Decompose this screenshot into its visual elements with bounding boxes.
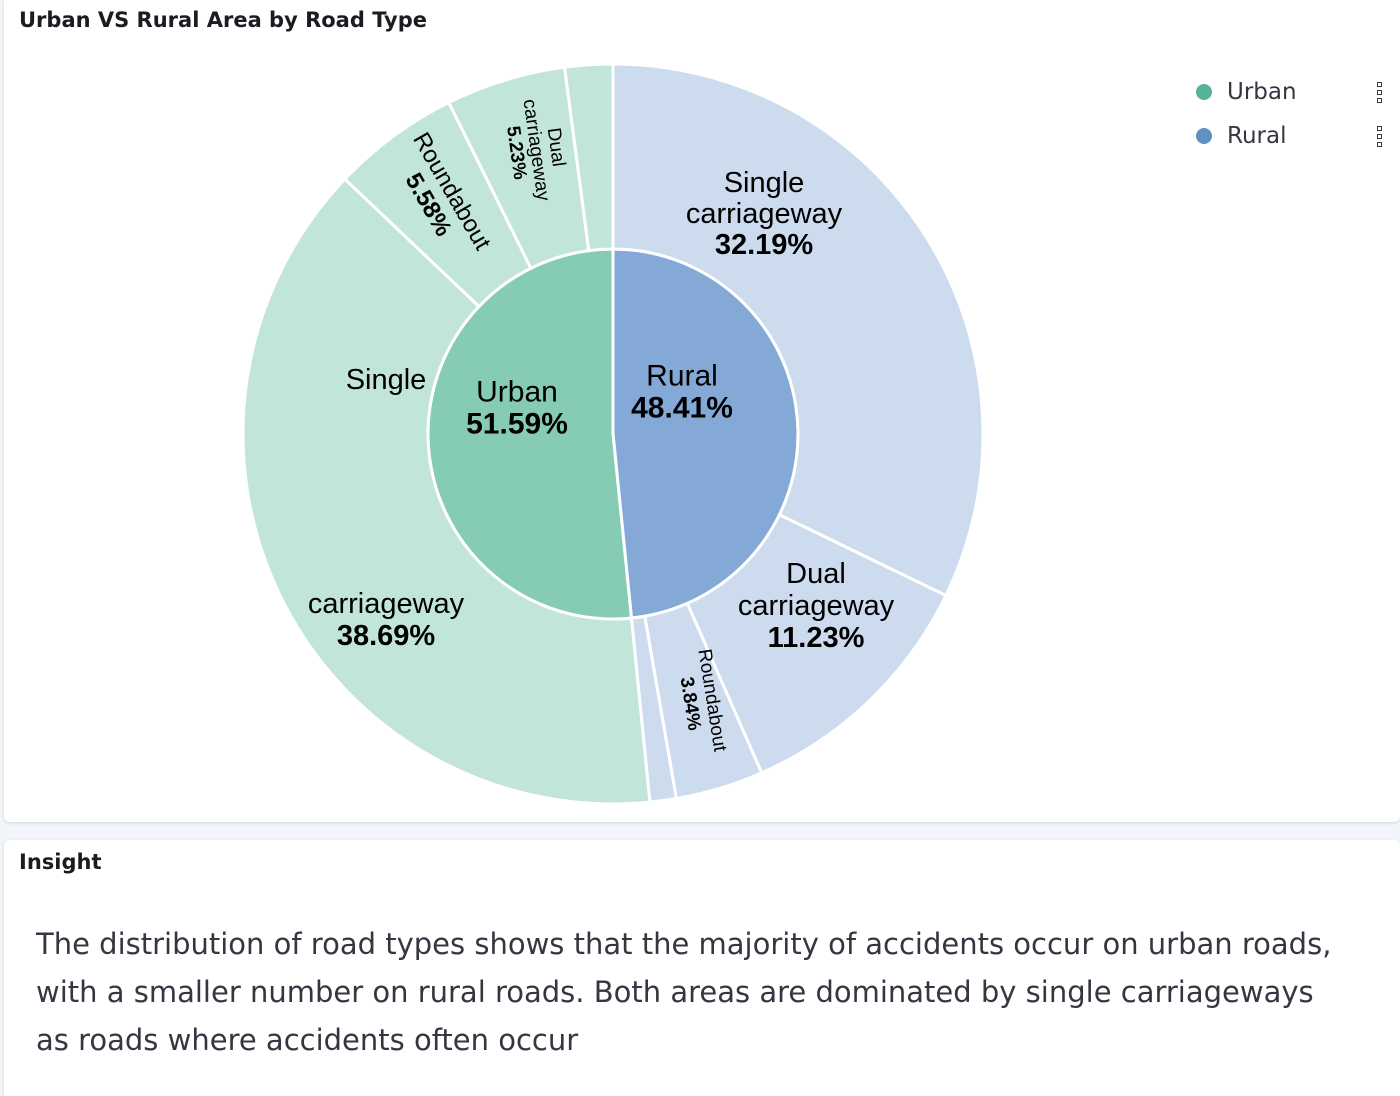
insight-text: The distribution of road types shows tha…	[36, 927, 1332, 1057]
insight-title: Insight	[19, 850, 102, 874]
slice-name: Dual	[786, 558, 846, 590]
slice-name: carriageway	[308, 588, 465, 620]
slice-percent: 32.19%	[715, 229, 814, 261]
chart-panel: Urban VS Rural Area by Road Type Rural 48…	[4, 0, 1400, 822]
legend-label: Urban	[1227, 79, 1297, 105]
outer-slice-urban-7[interactable]	[562, 62, 615, 253]
slice-percent: 38.69%	[337, 620, 436, 652]
outer-slice-urban-4[interactable]	[241, 176, 652, 806]
slice-name: carriageway	[738, 590, 895, 622]
slice-name: Rural	[646, 360, 718, 393]
slice-name: Single	[346, 364, 427, 396]
outer-slice-rural-1[interactable]	[685, 512, 948, 775]
slice-name: carriageway	[686, 198, 843, 230]
more-vertical-icon[interactable]	[1377, 125, 1382, 147]
slice-name: Urban	[476, 376, 558, 409]
legend-item-urban[interactable]: Urban	[1196, 70, 1386, 114]
legend-label: Rural	[1227, 123, 1287, 149]
insight-panel: Insight The distribution of road types s…	[4, 840, 1400, 1096]
sunburst-chart[interactable]: Rural48.41%Urban51.59%Singlecarriageway3…	[4, 0, 1204, 822]
legend-item-rural[interactable]: Rural	[1196, 114, 1386, 158]
slice-percent: 48.41%	[631, 392, 733, 425]
legend-color-dot	[1196, 128, 1212, 144]
legend-color-dot	[1196, 84, 1212, 100]
slice-percent: 11.23%	[768, 622, 865, 654]
outer-slice-rural-0[interactable]	[611, 62, 985, 598]
slice-percent: 51.59%	[466, 408, 568, 441]
slice-name: Single	[724, 167, 805, 199]
more-vertical-icon[interactable]	[1377, 81, 1382, 103]
chart-title: Urban VS Rural Area by Road Type	[19, 8, 427, 32]
chart-legend: Urban Rural	[1196, 70, 1386, 158]
